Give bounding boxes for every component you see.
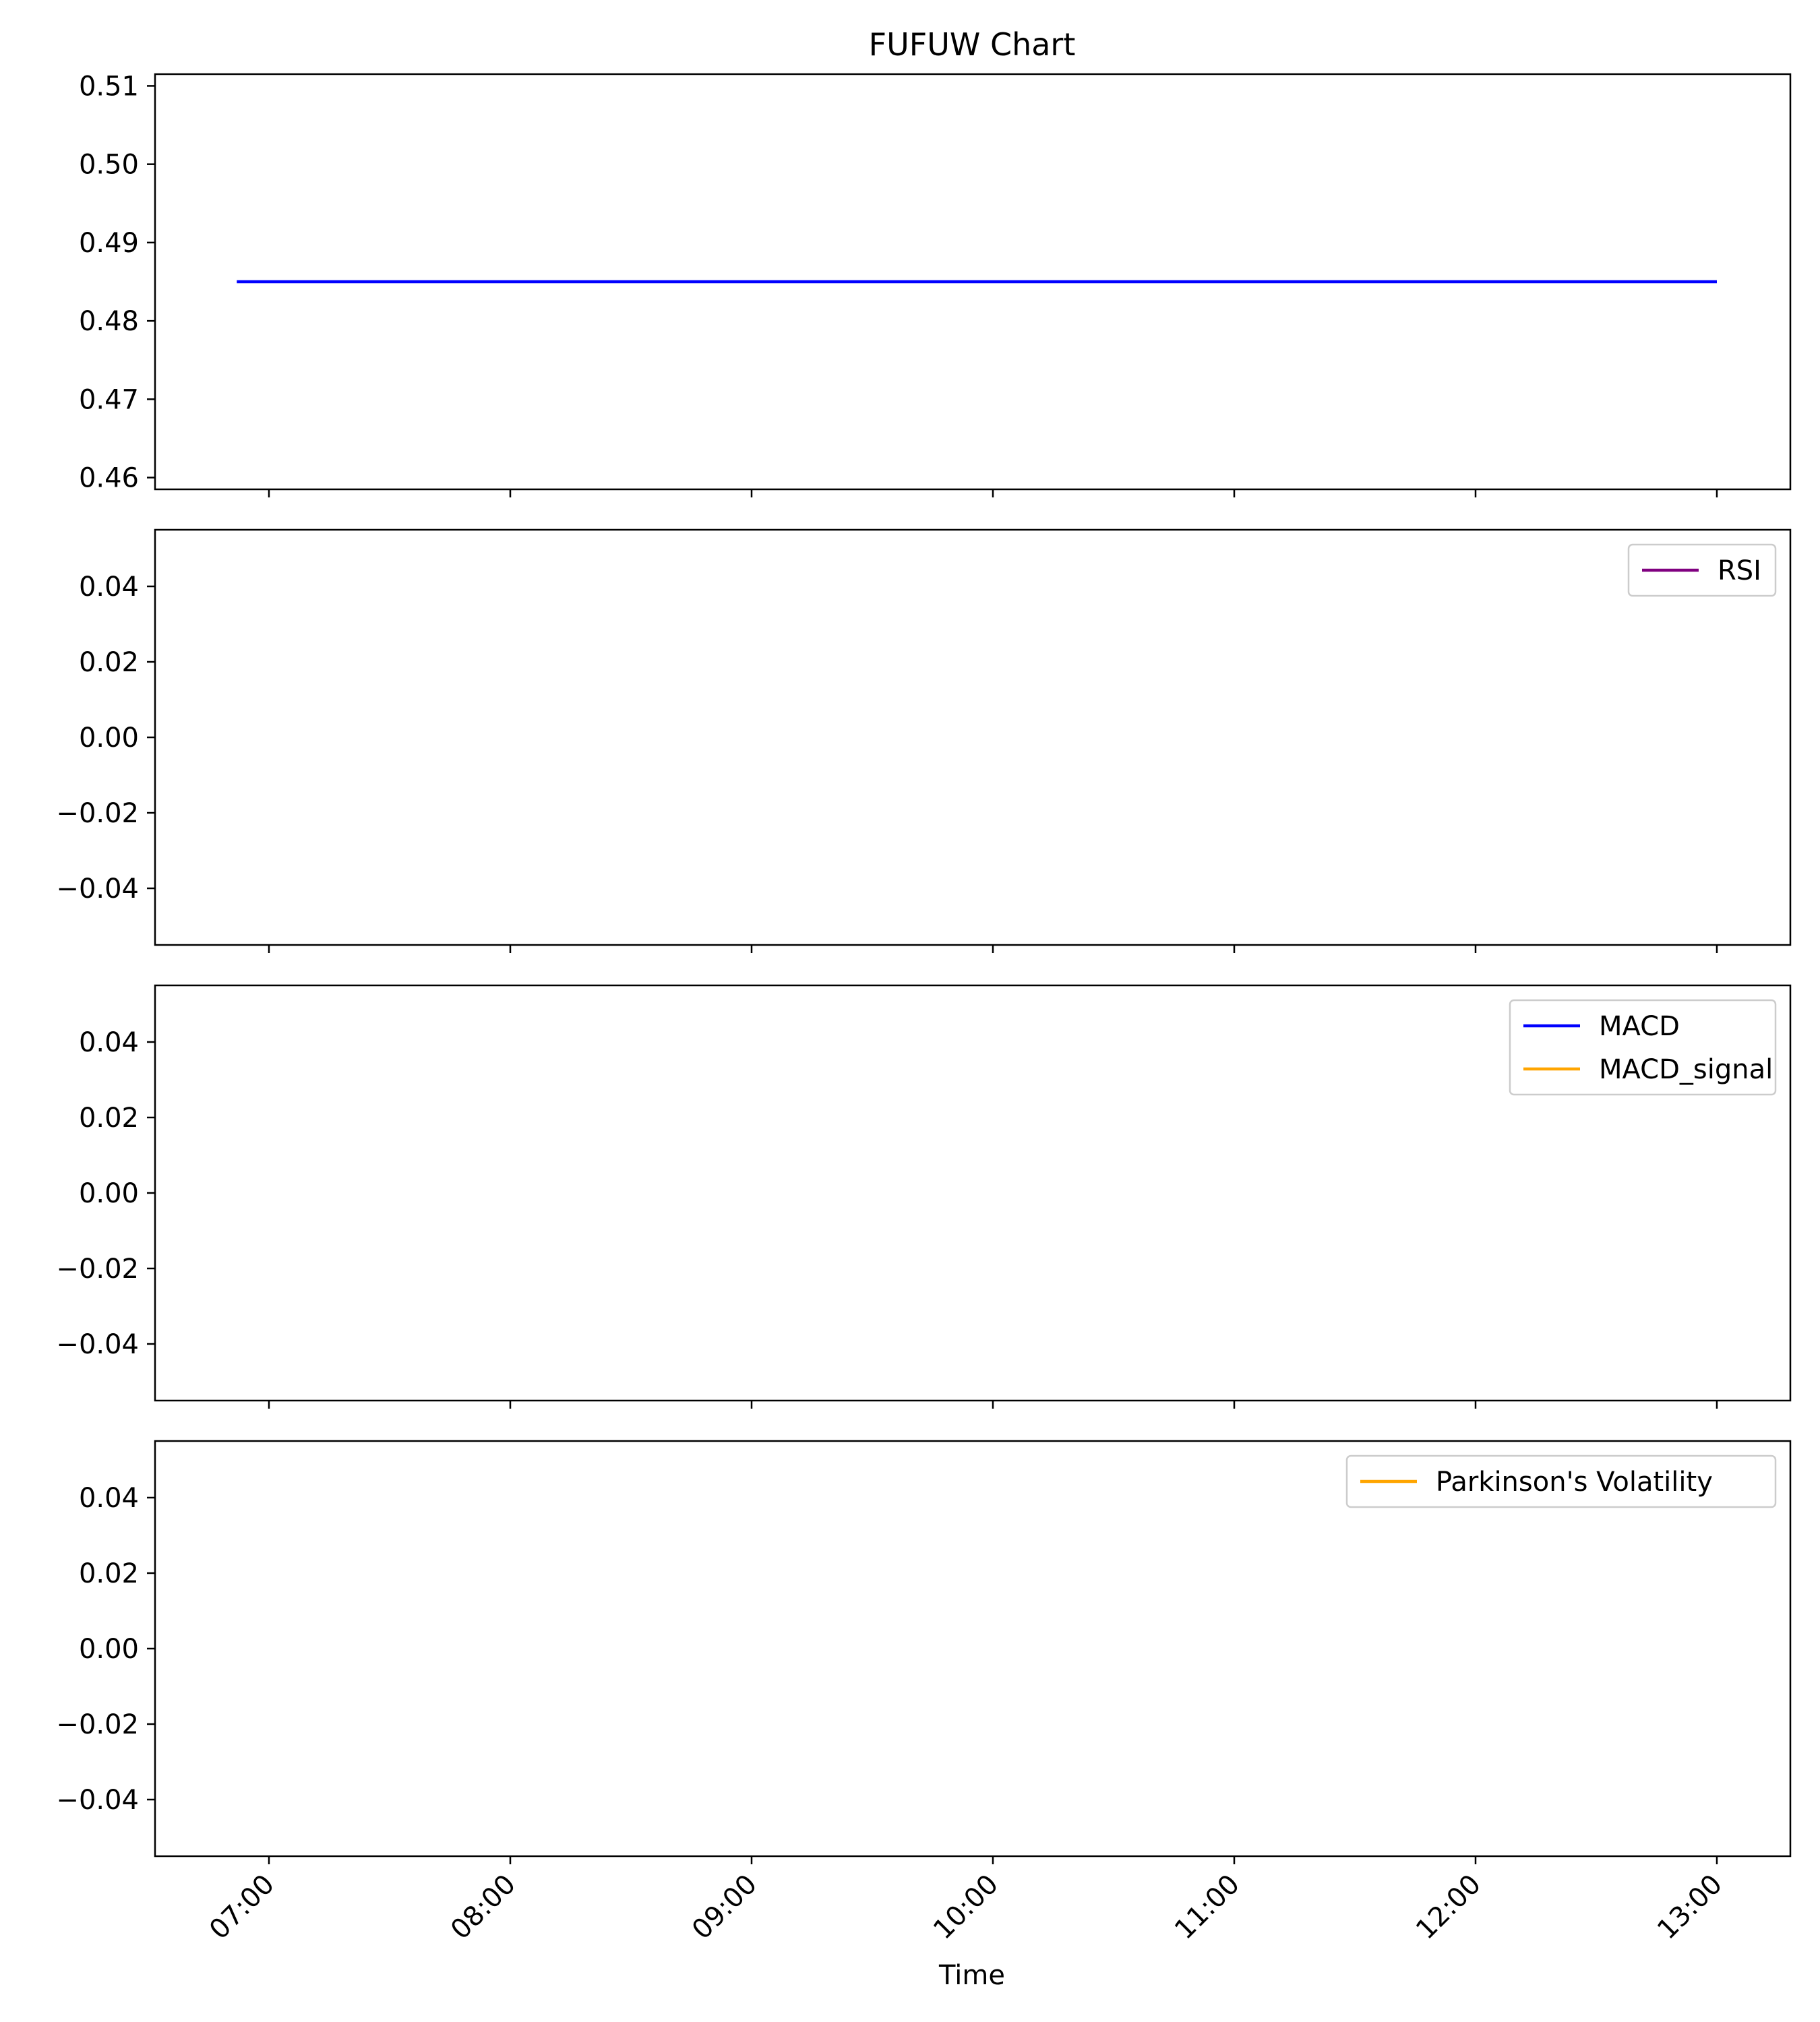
chart-panels: 0.51 0.50 0.49 0.48 0.47 0.46 0.04 0.02 0.00 −0.0… [56,71,1792,1946]
y-tick-label: −0.04 [56,1329,139,1360]
y-tick-label: −0.02 [56,1709,139,1740]
panel-frame [154,73,1792,491]
panel-macd: 0.04 0.02 0.00 −0.02 −0.04 MACD MACD_signal [56,984,1792,1409]
y-tick-label: 0.00 [79,723,139,754]
legend-label: Parkinson's Volatility [1436,1467,1713,1498]
y-tick-label: −0.02 [56,1254,139,1285]
legend-label: RSI [1718,555,1761,586]
y-tick-label: 0.46 [79,463,139,494]
x-tick-label: 11:00 [1169,1869,1246,1946]
y-tick-label: 0.00 [79,1178,139,1209]
x-tick-label: 07:00 [204,1869,280,1946]
legend-box [1509,999,1777,1096]
x-axis-label: Time [938,1960,1005,1991]
y-tick-label: 0.47 [79,384,139,415]
legend-label: MACD_signal [1599,1054,1773,1085]
panel-frame [154,528,1792,946]
x-tick-label: 09:00 [686,1869,763,1946]
y-tick-label: 0.02 [79,1558,139,1589]
y-tick-label: −0.04 [56,1785,139,1816]
chart-title: FUFUW Chart [869,26,1076,63]
y-tick-label: 0.02 [79,647,139,678]
x-tick-label: 13:00 [1651,1869,1728,1946]
x-tick-label: 10:00 [928,1869,1004,1946]
legend-box [1345,1454,1777,1508]
x-tick-label: 08:00 [445,1869,522,1946]
legend-box [1627,543,1777,597]
y-tick-label: 0.51 [79,71,139,102]
legend-label: MACD [1599,1011,1680,1042]
legend: MACD MACD_signal [1509,999,1777,1096]
legend: Parkinson's Volatility [1345,1454,1777,1508]
y-tick-label: 0.04 [79,572,139,603]
panel-volatility: 0.04 0.02 0.00 −0.02 −0.04 07:00 08:00 09:00 10:… [56,1440,1792,1946]
y-tick-label: 0.00 [79,1634,139,1665]
x-tick-label: 12:00 [1410,1869,1487,1946]
panel-price: 0.51 0.50 0.49 0.48 0.47 0.46 [79,71,1792,497]
y-tick-label: 0.02 [79,1103,139,1134]
y-tick-label: −0.02 [56,798,139,829]
y-tick-label: 0.49 [79,228,139,259]
y-tick-label: −0.04 [56,874,139,905]
y-tick-label: 0.04 [79,1027,139,1058]
panel-rsi: 0.04 0.02 0.00 −0.02 −0.04 RSI [56,528,1792,953]
y-tick-label: 0.04 [79,1483,139,1514]
y-tick-label: 0.50 [79,150,139,181]
legend: RSI [1627,543,1777,597]
y-tick-label: 0.48 [79,306,139,337]
